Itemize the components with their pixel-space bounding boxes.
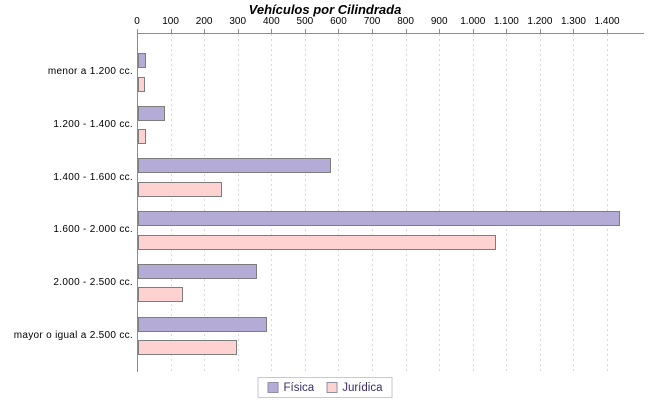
x-axis-line xyxy=(137,33,644,34)
x-tick-label: 400 xyxy=(262,16,280,27)
category-label-0: menor a 1.200 cc. xyxy=(47,66,133,77)
bar-física-3 xyxy=(138,211,620,226)
x-tick-1000 xyxy=(472,29,474,33)
bar-física-5 xyxy=(138,317,267,332)
category-label-5: mayor o igual a 2.500 cc. xyxy=(13,330,133,341)
gridline-1000 xyxy=(472,34,474,372)
x-tick-label: 900 xyxy=(430,16,448,27)
gridline-600 xyxy=(338,34,340,372)
bar-jurídica-4 xyxy=(138,287,183,302)
x-tick-1100 xyxy=(506,29,508,33)
bar-física-0 xyxy=(138,53,146,68)
x-tick-800 xyxy=(405,29,407,33)
x-tick-label: 600 xyxy=(330,16,347,27)
gridline-1400 xyxy=(607,34,609,372)
gridline-1100 xyxy=(506,34,508,372)
x-tick-400 xyxy=(271,29,273,33)
category-label-4: 2.000 - 2.500 cc. xyxy=(53,277,133,288)
x-tick-label: 700 xyxy=(363,16,381,27)
gridline-900 xyxy=(439,34,441,372)
gridline-800 xyxy=(405,34,407,372)
chart-title: Vehículos por Cilindrada xyxy=(248,2,402,17)
x-tick-500 xyxy=(304,29,306,33)
legend-label: Física xyxy=(283,381,315,394)
gridline-1200 xyxy=(539,34,541,372)
x-tick-label: 1.300 xyxy=(560,16,586,27)
bar-jurídica-3 xyxy=(138,235,496,250)
bar-física-2 xyxy=(138,158,331,173)
category-label-1: 1.200 - 1.400 cc. xyxy=(53,119,133,130)
legend: Física Jurídica xyxy=(257,377,393,398)
category-label-3: 1.600 - 2.000 cc. xyxy=(53,224,133,235)
x-tick-300 xyxy=(237,29,239,33)
x-tick-900 xyxy=(439,29,441,33)
x-tick-label: 1.200 xyxy=(527,16,553,27)
x-tick-label: 1.400 xyxy=(594,16,620,27)
gridline-100 xyxy=(170,34,172,372)
legend-item-jurídica: Jurídica xyxy=(326,382,382,394)
x-tick-label: 0 xyxy=(134,16,140,27)
x-tick-label: 300 xyxy=(229,16,247,27)
category-label-2: 1.400 - 1.600 cc. xyxy=(53,172,133,183)
x-tick-0 xyxy=(137,29,138,33)
x-tick-600 xyxy=(338,29,340,33)
y-axis-line xyxy=(137,33,138,372)
legend-label: Jurídica xyxy=(342,381,383,394)
gridline-700 xyxy=(372,34,374,372)
bar-jurídica-0 xyxy=(138,77,145,92)
bar-jurídica-5 xyxy=(138,340,237,355)
legend-item-física: Física xyxy=(267,381,315,394)
legend-swatch-icon xyxy=(267,382,279,393)
gridline-300 xyxy=(237,34,239,372)
x-tick-label: 500 xyxy=(296,16,314,27)
x-tick-700 xyxy=(372,29,374,33)
gridline-500 xyxy=(304,34,306,372)
gridline-400 xyxy=(271,34,273,372)
x-tick-label: 1.000 xyxy=(460,16,486,27)
bar-física-4 xyxy=(138,264,257,279)
x-tick-100 xyxy=(170,29,172,33)
gridline-1300 xyxy=(573,34,575,372)
x-tick-1200 xyxy=(539,29,541,33)
x-tick-label: 1.100 xyxy=(493,16,519,27)
x-tick-label: 800 xyxy=(397,16,414,27)
bar-jurídica-2 xyxy=(138,182,222,197)
x-tick-1300 xyxy=(573,29,575,33)
gridline-200 xyxy=(204,34,206,372)
legend-swatch-icon xyxy=(326,382,338,393)
x-tick-label: 100 xyxy=(162,16,179,27)
bar-física-1 xyxy=(138,106,165,121)
x-tick-200 xyxy=(204,29,206,33)
x-tick-label: 200 xyxy=(195,16,213,27)
bar-jurídica-1 xyxy=(138,129,146,144)
x-tick-1400 xyxy=(607,29,609,33)
